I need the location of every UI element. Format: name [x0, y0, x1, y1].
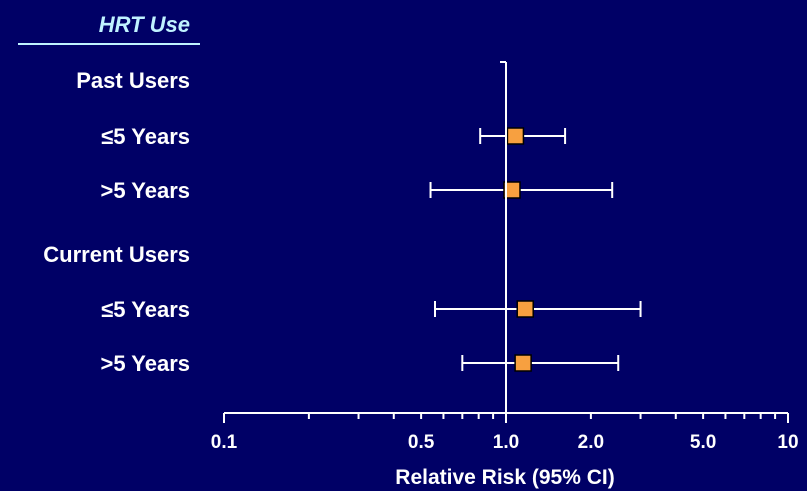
- rr-marker: [503, 181, 521, 199]
- x-tick-label: 1.0: [493, 432, 519, 453]
- header-title: HRT Use: [99, 12, 190, 37]
- x-tick-label: 5.0: [690, 432, 716, 453]
- row-label: >5 Years: [100, 178, 190, 203]
- group-label: Past Users: [76, 68, 190, 93]
- study-rows: Past Users ≤5 Years >5 Years Current Users ≤…: [43, 68, 642, 376]
- row-label: >5 Years: [100, 351, 190, 376]
- rr-marker: [516, 300, 534, 318]
- x-tick-label: 10: [777, 432, 798, 453]
- rr-marker: [514, 354, 532, 372]
- x-axis: 0.1 0.5 1.0 2.0 5.0 10: [211, 61, 799, 453]
- row-label: ≤5 Years: [101, 297, 190, 322]
- x-tick-label: 0.1: [211, 432, 238, 453]
- x-tick-label: 0.5: [408, 432, 435, 453]
- row-label: ≤5 Years: [101, 124, 190, 149]
- x-tick-label: 2.0: [578, 432, 604, 453]
- rr-marker: [506, 127, 525, 145]
- group-label: Current Users: [43, 242, 190, 267]
- x-axis-label: Relative Risk (95% CI): [395, 466, 614, 489]
